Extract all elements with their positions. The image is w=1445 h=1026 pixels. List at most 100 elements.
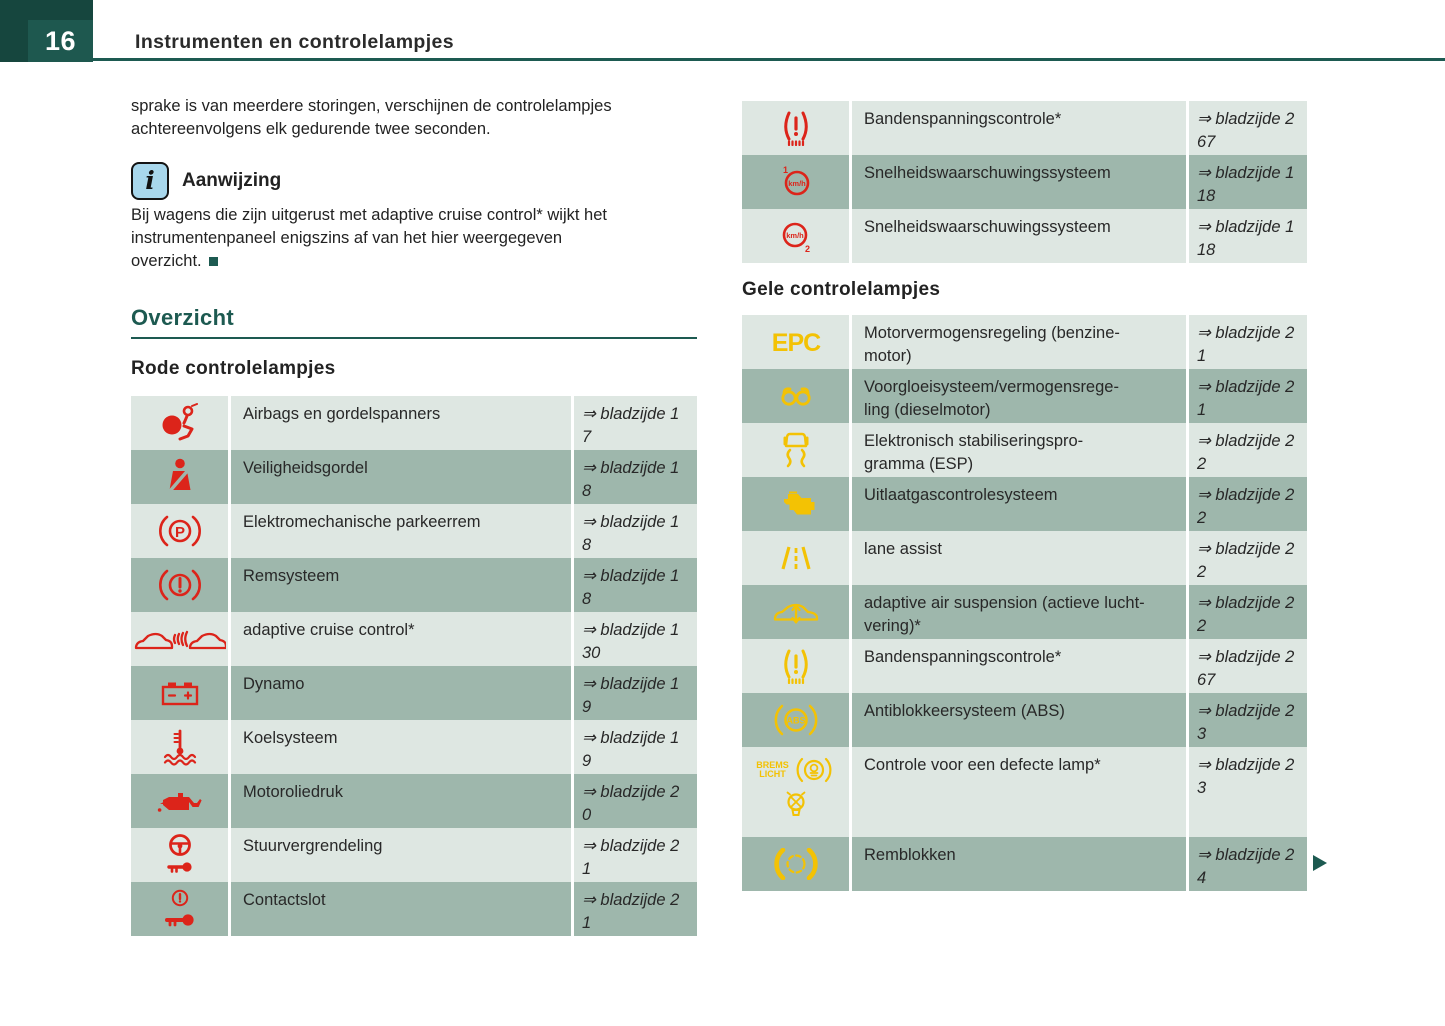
page-reference: ⇒ bladzijde 2 4 [1186, 837, 1307, 891]
lamp-description: Voorgloeisysteem/vermogensrege- ling (di… [849, 369, 1186, 423]
bulb-icon [782, 791, 810, 821]
page-number-block: 16 [0, 0, 93, 62]
page-reference: ⇒ bladzijde 2 1 [571, 882, 697, 936]
svg-text:km/h: km/h [786, 231, 804, 240]
page-reference: ⇒ bladzijde 1 8 [571, 558, 697, 612]
table-row: Dynamo ⇒ bladzijde 1 9 [131, 666, 697, 720]
page-reference: ⇒ bladzijde 2 3 [1186, 693, 1307, 747]
page-reference: ⇒ bladzijde 2 2 [1186, 585, 1307, 639]
table-row: ABS Antiblokkeersysteem (ABS) ⇒ bladzijde … [742, 693, 1307, 747]
table-row: Stuurvergrendeling ⇒ bladzijde 2 1 [131, 828, 697, 882]
lamp-icon-cell [131, 666, 228, 720]
page-reference: ⇒ bladzijde 1 7 [571, 396, 697, 450]
lamp-description: Elektronisch stabiliseringspro- gramma (… [849, 423, 1186, 477]
table-row: Remblokken ⇒ bladzijde 2 4 [742, 837, 1307, 891]
note-title: Aanwijzing [182, 170, 282, 191]
table-row: BREMS LICHT Controle voor een defecte lam… [742, 747, 1307, 837]
lane-assist-icon [777, 545, 815, 571]
svg-text:2: 2 [805, 244, 810, 254]
table-row: Elektronisch stabiliseringspro- gramma (… [742, 423, 1307, 477]
intro-paragraph: sprake is van meerdere storingen, versch… [131, 97, 612, 138]
table-row: Remsysteem ⇒ bladzijde 1 8 [131, 558, 697, 612]
table-row: Bandenspanningscontrole* ⇒ bladzijde 2 67 [742, 639, 1307, 693]
lamp-description: lane assist [849, 531, 1186, 585]
red-lamps-table: Airbags en gordelspanners ⇒ bladzijde 1 7… [131, 396, 697, 936]
page-reference: ⇒ bladzijde 1 8 [571, 450, 697, 504]
page-reference: ⇒ bladzijde 1 8 [571, 504, 697, 558]
lamp-icon-cell [742, 369, 849, 423]
note-paragraph: Bij wagens die zijn uitgerust met adapti… [131, 204, 697, 273]
table-row: adaptive cruise control* ⇒ bladzijde 1 30 [131, 612, 697, 666]
air-suspension-icon [772, 599, 820, 625]
continuation-arrow-icon [1313, 855, 1327, 871]
table-row: Airbags en gordelspanners ⇒ bladzijde 1 7 [131, 396, 697, 450]
table-row: Veiligheidsgordel ⇒ bladzijde 1 8 [131, 450, 697, 504]
table-row: Uitlaatgascontrolesysteem ⇒ bladzijde 2 2 [742, 477, 1307, 531]
svg-text:1: 1 [783, 165, 788, 175]
ignition-lock-icon [163, 888, 197, 930]
lamp-icon-cell [742, 477, 849, 531]
lamp-description: Uitlaatgascontrolesysteem [849, 477, 1186, 531]
lamp-description: Motoroliedruk [228, 774, 571, 828]
svg-text:EPC: EPC [771, 329, 820, 356]
tire-pressure-icon [779, 110, 813, 146]
svg-text:km/h: km/h [788, 179, 806, 188]
section-end-square-icon [208, 257, 218, 266]
page-reference: ⇒ bladzijde 2 3 [1186, 747, 1307, 837]
svg-text:P: P [174, 524, 184, 541]
overview-rule [131, 337, 697, 339]
page-reference: ⇒ bladzijde 1 18 [1186, 209, 1307, 263]
table-row: P Elektromechanische parkeerrem ⇒ bladzijd… [131, 504, 697, 558]
table-row: adaptive air suspension (actieve lucht- … [742, 585, 1307, 639]
lamp-icon-cell [131, 450, 228, 504]
lamp-icon-cell [742, 101, 849, 155]
table-row: 1 km/h Snelheidswaarschuwingssysteem ⇒ blad… [742, 155, 1307, 209]
lamp-icon-cell [131, 396, 228, 450]
lamp-description: Snelheidswaarschuwingssysteem [849, 209, 1186, 263]
speed-warning-1-icon: 1 km/h [778, 164, 814, 200]
overview-heading: Overzicht [131, 305, 234, 330]
steering-lock-icon [162, 833, 198, 877]
lamp-icon-cell [131, 720, 228, 774]
lamp-description: Elektromechanische parkeerrem [228, 504, 571, 558]
glow-plug-icon [775, 383, 817, 409]
svg-text:ABS: ABS [786, 716, 805, 726]
page-reference: ⇒ bladzijde 2 67 [1186, 101, 1307, 155]
abs-icon: ABS [771, 704, 821, 736]
page-reference: ⇒ bladzijde 2 1 [571, 828, 697, 882]
lamp-icon-caption: BREMS LICHT [756, 759, 789, 779]
speed-warning-2-icon: km/h 2 [778, 218, 814, 254]
page-reference: ⇒ bladzijde 2 1 [1186, 369, 1307, 423]
lamp-description: adaptive cruise control* [228, 612, 571, 666]
lamp-description: Bandenspanningscontrole* [849, 101, 1186, 155]
lamp-icon-cell: 1 km/h [742, 155, 849, 209]
page-reference: ⇒ bladzijde 2 2 [1186, 531, 1307, 585]
page-reference: ⇒ bladzijde 2 1 [1186, 315, 1307, 369]
lamp-description: Koelsysteem [228, 720, 571, 774]
lamp-description: Snelheidswaarschuwingssysteem [849, 155, 1186, 209]
note-text: Bij wagens die zijn uitgerust met adapti… [131, 206, 607, 270]
engine-icon [775, 490, 817, 518]
page-number-inner: 16 [28, 20, 93, 62]
lamp-icon-cell: BREMS LICHT [742, 747, 849, 837]
seatbelt-icon [164, 457, 196, 497]
brake-pads-icon [772, 848, 820, 880]
lamp-description: Remblokken [849, 837, 1186, 891]
page-title: Instrumenten en controlelampjes [135, 31, 455, 53]
red-lamps-heading: Rode controlelampjes [131, 358, 336, 379]
lamp-description: Controle voor een defecte lamp* [849, 747, 1186, 837]
lamp-description: Airbags en gordelspanners [228, 396, 571, 450]
page-reference: ⇒ bladzijde 2 2 [1186, 423, 1307, 477]
table-row: Koelsysteem ⇒ bladzijde 1 9 [131, 720, 697, 774]
tire-pressure-icon [779, 648, 813, 684]
table-row: Bandenspanningscontrole* ⇒ bladzijde 2 67 [742, 101, 1307, 155]
table-row: lane assist ⇒ bladzijde 2 2 [742, 531, 1307, 585]
lamp-description: Remsysteem [228, 558, 571, 612]
info-icon: i [131, 162, 169, 200]
table-row: km/h 2 Snelheidswaarschuwingssysteem ⇒ blad… [742, 209, 1307, 263]
lamp-description: Motorvermogensregeling (benzine- motor) [849, 315, 1186, 369]
airbag-icon [157, 403, 203, 443]
lamp-icon-cell [131, 774, 228, 828]
lamp-description: Veiligheidsgordel [228, 450, 571, 504]
